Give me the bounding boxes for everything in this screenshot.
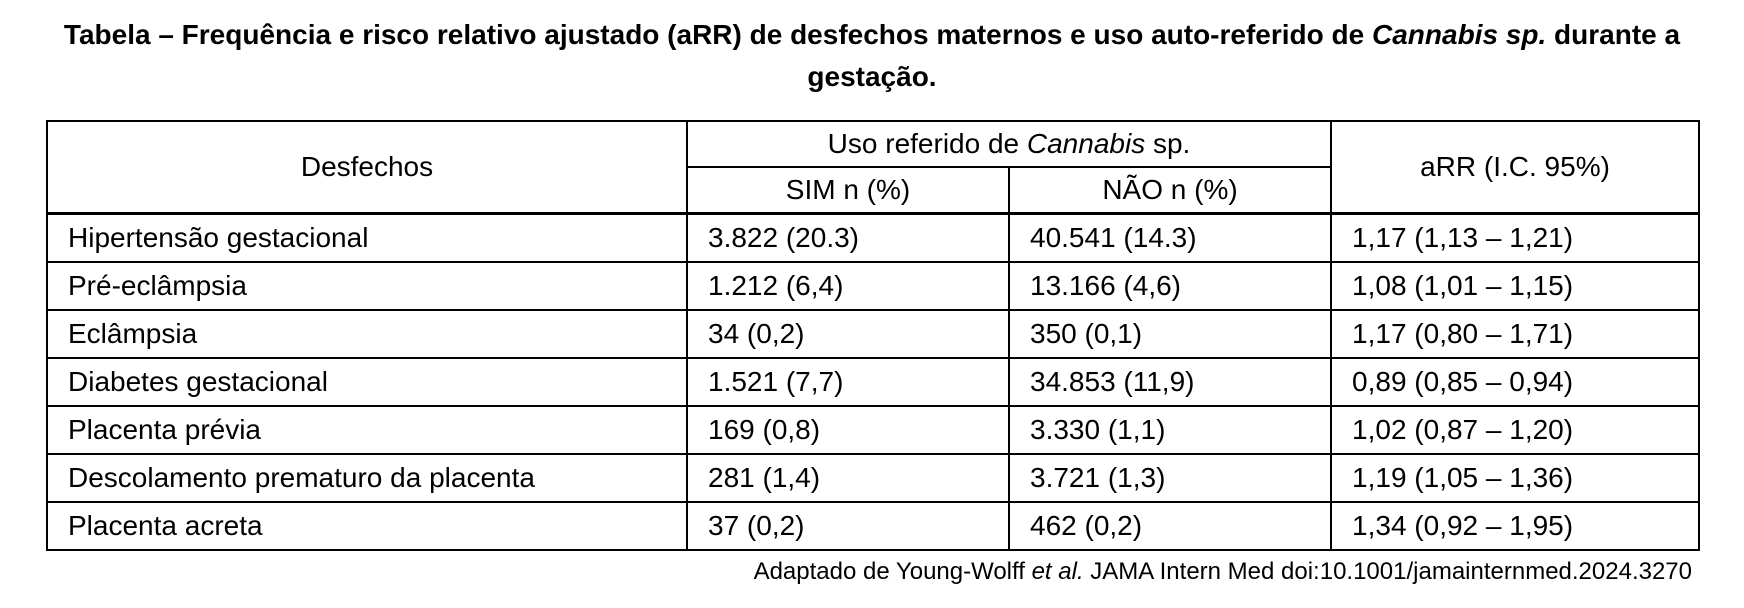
cell-yes: 1.521 (7,7) xyxy=(686,357,1010,407)
cell-yes: 34 (0,2) xyxy=(686,309,1010,359)
cell-no: 3.721 (1,3) xyxy=(1007,453,1333,503)
table-title: Tabela – Frequência e risco relativo aju… xyxy=(20,14,1724,98)
cell-outcome: Descolamento prematuro da placenta xyxy=(46,453,688,503)
cell-outcome: Eclâmpsia xyxy=(46,309,688,359)
cell-no: 462 (0,2) xyxy=(1007,501,1333,551)
cell-outcome: Placenta prévia xyxy=(46,405,688,455)
cell-arr: 1,34 (0,92 – 1,95) xyxy=(1330,501,1701,551)
cell-arr: 1,19 (1,05 – 1,36) xyxy=(1330,453,1701,503)
group-suffix: sp. xyxy=(1145,128,1191,159)
cell-yes: 281 (1,4) xyxy=(686,453,1010,503)
cell-no: 40.541 (14.3) xyxy=(1007,212,1333,263)
table-row: Placenta acreta 37 (0,2) 462 (0,2) 1,34 … xyxy=(46,501,1701,551)
group-italic: Cannabis xyxy=(1026,128,1146,159)
cell-no: 13.166 (4,6) xyxy=(1007,261,1333,311)
table-row: Hipertensão gestacional 3.822 (20.3) 40.… xyxy=(46,212,1701,263)
header-outcomes: Desfechos xyxy=(46,120,688,215)
title-suffix: durante a gestação. xyxy=(807,19,1681,92)
data-table: Desfechos Uso referido de Cannabis sp. a… xyxy=(46,120,1701,551)
group-prefix: Uso referido de xyxy=(827,128,1027,159)
cell-outcome: Diabetes gestacional xyxy=(46,357,688,407)
table-row: Pré-eclâmpsia 1.212 (6,4) 13.166 (4,6) 1… xyxy=(46,261,1701,311)
table-body: Hipertensão gestacional 3.822 (20.3) 40.… xyxy=(46,212,1701,551)
source-suffix: JAMA Intern Med doi:10.1001/jamainternme… xyxy=(1083,558,1692,585)
cell-outcome: Pré-eclâmpsia xyxy=(46,261,688,311)
data-table-container: Desfechos Uso referido de Cannabis sp. a… xyxy=(46,120,1701,551)
table-row: Descolamento prematuro da placenta 281 (… xyxy=(46,453,1701,503)
header-no: NÃO n (%) xyxy=(1007,166,1333,215)
header-cannabis-use-group: Uso referido de Cannabis sp. xyxy=(685,120,1333,168)
title-prefix: Tabela – Frequência e risco relativo aju… xyxy=(63,19,1372,50)
cell-no: 34.853 (11,9) xyxy=(1007,357,1333,407)
title-italic: Cannabis sp. xyxy=(1372,19,1547,50)
cell-yes: 169 (0,8) xyxy=(686,405,1010,455)
table-header: Desfechos Uso referido de Cannabis sp. a… xyxy=(46,120,1701,215)
header-arr: aRR (I.C. 95%) xyxy=(1330,120,1701,215)
cell-no: 350 (0,1) xyxy=(1007,309,1333,359)
cell-arr: 1,02 (0,87 – 1,20) xyxy=(1330,405,1701,455)
cell-yes: 37 (0,2) xyxy=(686,501,1010,551)
source-italic: et al. xyxy=(1031,558,1084,585)
table-row: Eclâmpsia 34 (0,2) 350 (0,1) 1,17 (0,80 … xyxy=(46,309,1701,359)
cell-yes: 3.822 (20.3) xyxy=(686,212,1010,263)
table-row: Placenta prévia 169 (0,8) 3.330 (1,1) 1,… xyxy=(46,405,1701,455)
source-prefix: Adaptado de Young-Wolff xyxy=(753,558,1032,585)
source-citation: Adaptado de Young-Wolff et al. JAMA Inte… xyxy=(754,556,1692,588)
cell-yes: 1.212 (6,4) xyxy=(686,261,1010,311)
cell-outcome: Placenta acreta xyxy=(46,501,688,551)
cell-arr: 1,08 (1,01 – 1,15) xyxy=(1330,261,1701,311)
table-row: Diabetes gestacional 1.521 (7,7) 34.853 … xyxy=(46,357,1701,407)
cell-arr: 0,89 (0,85 – 0,94) xyxy=(1330,357,1701,407)
cell-arr: 1,17 (0,80 – 1,71) xyxy=(1330,309,1701,359)
cell-outcome: Hipertensão gestacional xyxy=(46,212,688,263)
header-yes: SIM n (%) xyxy=(686,166,1010,215)
cell-arr: 1,17 (1,13 – 1,21) xyxy=(1330,212,1701,263)
cell-no: 3.330 (1,1) xyxy=(1007,405,1333,455)
